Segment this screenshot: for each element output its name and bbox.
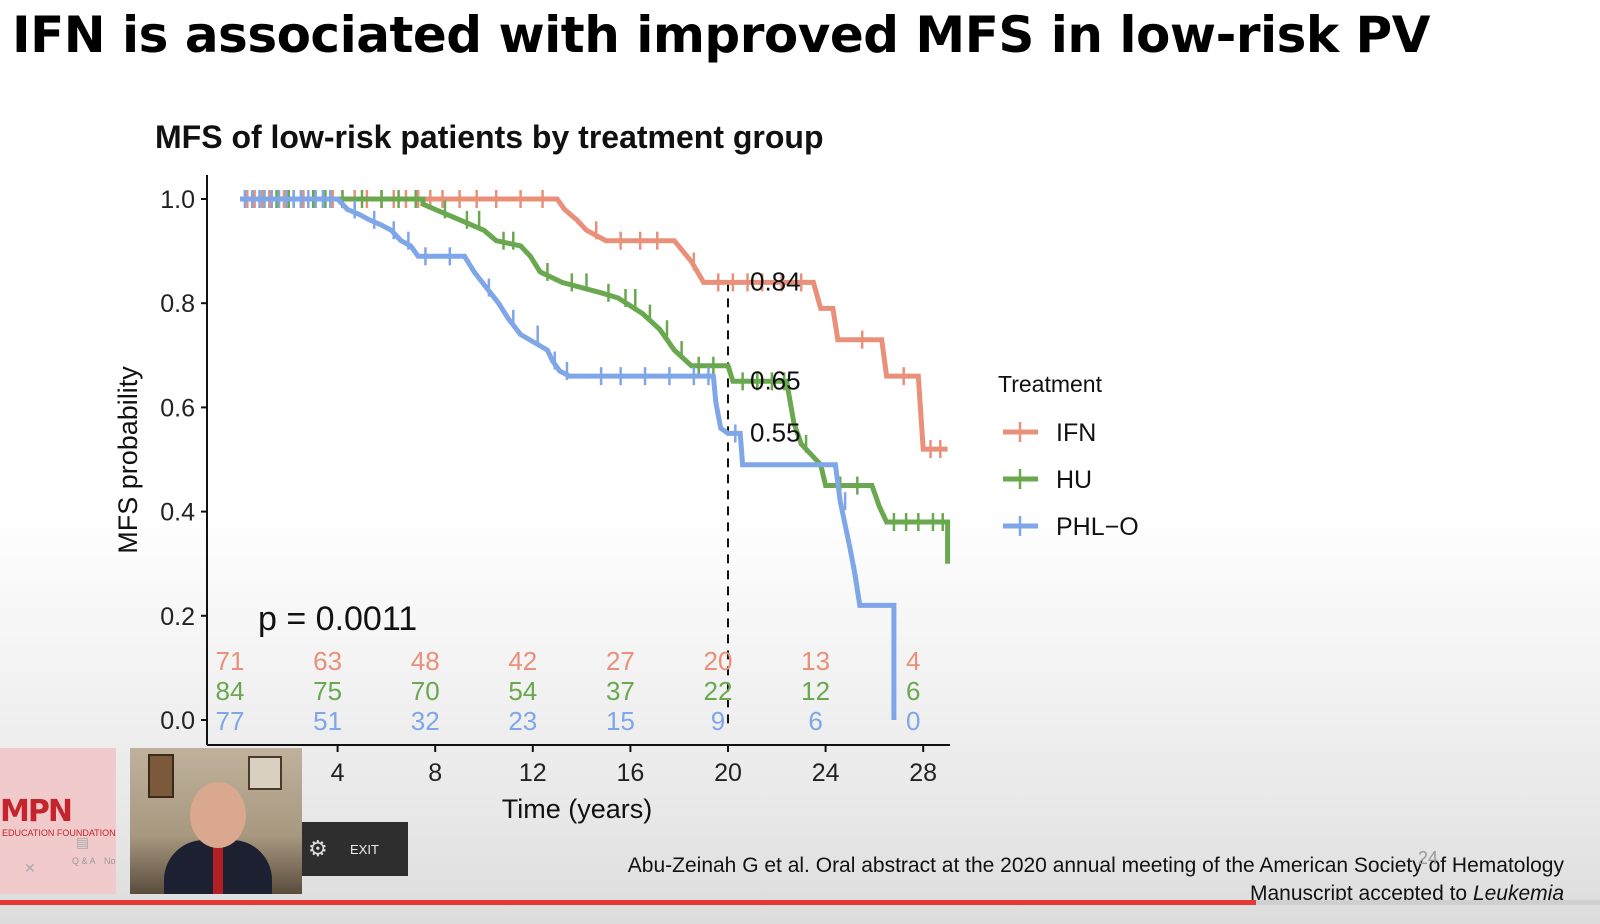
y-tick-label: 0.4 xyxy=(160,499,195,527)
x-tick-label: 28 xyxy=(909,759,937,787)
y-tick-label: 0.6 xyxy=(160,394,195,422)
risk-table-count: 70 xyxy=(411,676,440,706)
risk-table-count: 15 xyxy=(606,706,635,736)
survival-annotation: 0.84 xyxy=(750,266,801,296)
plot-area: 0.00.20.40.60.81.04 8 12 16 20 24 280.840.650.… xyxy=(160,175,951,787)
playback-progress-fill xyxy=(0,900,1256,905)
exit-button[interactable]: EXIT xyxy=(350,842,379,857)
citation: Abu-Zeinah G et al. Oral abstract at the… xyxy=(628,852,1564,908)
x-tick-label: 4 xyxy=(331,759,345,787)
risk-table-count: 20 xyxy=(704,646,733,676)
p-value-label: p = 0.0011 xyxy=(258,600,417,638)
risk-table-count: 6 xyxy=(808,706,822,736)
gear-icon[interactable]: ⚙ xyxy=(308,836,328,861)
x-tick-label: 12 xyxy=(519,759,547,787)
risk-table-count: 13 xyxy=(801,646,830,676)
x-tick-label: 8 xyxy=(428,759,442,787)
legend-label: IFN xyxy=(1056,419,1096,447)
km-curve-ifn xyxy=(240,196,948,452)
slide-title: IFN is associated with improved MFS in l… xyxy=(12,6,1430,64)
y-tick-label: 1.0 xyxy=(160,186,195,214)
y-axis-label: MFS probability xyxy=(113,366,143,554)
risk-table-count: 63 xyxy=(313,646,342,676)
risk-table-count: 0 xyxy=(906,706,920,736)
risk-table-count: 51 xyxy=(313,706,342,736)
survival-annotation: 0.55 xyxy=(750,417,801,447)
risk-table-count: 37 xyxy=(606,676,635,706)
notes-label[interactable]: No xyxy=(104,856,116,866)
playback-progress-bar[interactable] xyxy=(0,900,1600,905)
mute-icon[interactable]: ✕ xyxy=(24,860,36,876)
presenter-head xyxy=(190,782,246,848)
risk-table-count: 22 xyxy=(704,676,733,706)
risk-table-count: 4 xyxy=(906,646,920,676)
wall-certificate xyxy=(248,756,282,790)
risk-table-count: 6 xyxy=(906,676,920,706)
risk-table-count: 32 xyxy=(411,706,440,736)
risk-table-count: 27 xyxy=(606,646,635,676)
survival-annotation: 0.65 xyxy=(750,365,801,395)
citation-line-2: Manuscript accepted to Leukemia xyxy=(628,880,1564,908)
chat-icon[interactable]: ▤ xyxy=(76,834,90,850)
y-tick-label: 0.0 xyxy=(160,707,195,735)
citation-line-1: Abu-Zeinah G et al. Oral abstract at the… xyxy=(627,854,1564,877)
risk-table-count: 77 xyxy=(216,706,245,736)
km-curve-phlo xyxy=(240,196,897,720)
presenter-tie xyxy=(213,844,223,894)
wall-picture xyxy=(148,754,174,798)
x-tick-label: 16 xyxy=(616,759,644,787)
x-tick-label: 20 xyxy=(714,759,742,787)
qa-label[interactable]: Q & A xyxy=(72,856,96,866)
x-tick-label: 24 xyxy=(812,759,840,787)
risk-table-count: 42 xyxy=(508,646,537,676)
page-number: 24 xyxy=(1418,848,1439,868)
foundation-logo-tile: MPN EDUCATION FOUNDATION ▤ Q & A No ✕ xyxy=(0,748,116,894)
legend-title: Treatment xyxy=(998,371,1103,397)
risk-table-count: 54 xyxy=(508,676,537,706)
video-control-bar[interactable]: ⚙ EXIT xyxy=(302,822,408,876)
risk-table-count: 23 xyxy=(508,706,537,736)
citation-journal: Leukemia xyxy=(1472,882,1564,905)
risk-table-count: 48 xyxy=(411,646,440,676)
y-tick-label: 0.8 xyxy=(160,290,195,318)
risk-table-count: 12 xyxy=(801,676,830,706)
y-tick-label: 0.2 xyxy=(160,603,195,631)
risk-table-count: 75 xyxy=(313,676,342,706)
risk-table-count: 9 xyxy=(711,706,725,736)
presenter-video xyxy=(130,748,302,894)
citation-prefix: Manuscript accepted to xyxy=(1249,882,1473,905)
risk-table-count: 84 xyxy=(216,676,245,706)
foundation-logo: MPN xyxy=(0,794,73,829)
x-axis-label: Time (years) xyxy=(502,794,653,824)
video-overlay: MPN EDUCATION FOUNDATION ▤ Q & A No ✕ ⚙ … xyxy=(0,748,420,898)
legend-label: HU xyxy=(1056,466,1092,494)
risk-table-count: 71 xyxy=(216,646,245,676)
chart-title: MFS of low-risk patients by treatment gr… xyxy=(155,119,824,155)
foundation-logo-subtext: EDUCATION FOUNDATION xyxy=(2,828,116,838)
legend: Treatment IFN HU PHL−O xyxy=(998,371,1139,541)
legend-label: PHL−O xyxy=(1056,513,1139,541)
